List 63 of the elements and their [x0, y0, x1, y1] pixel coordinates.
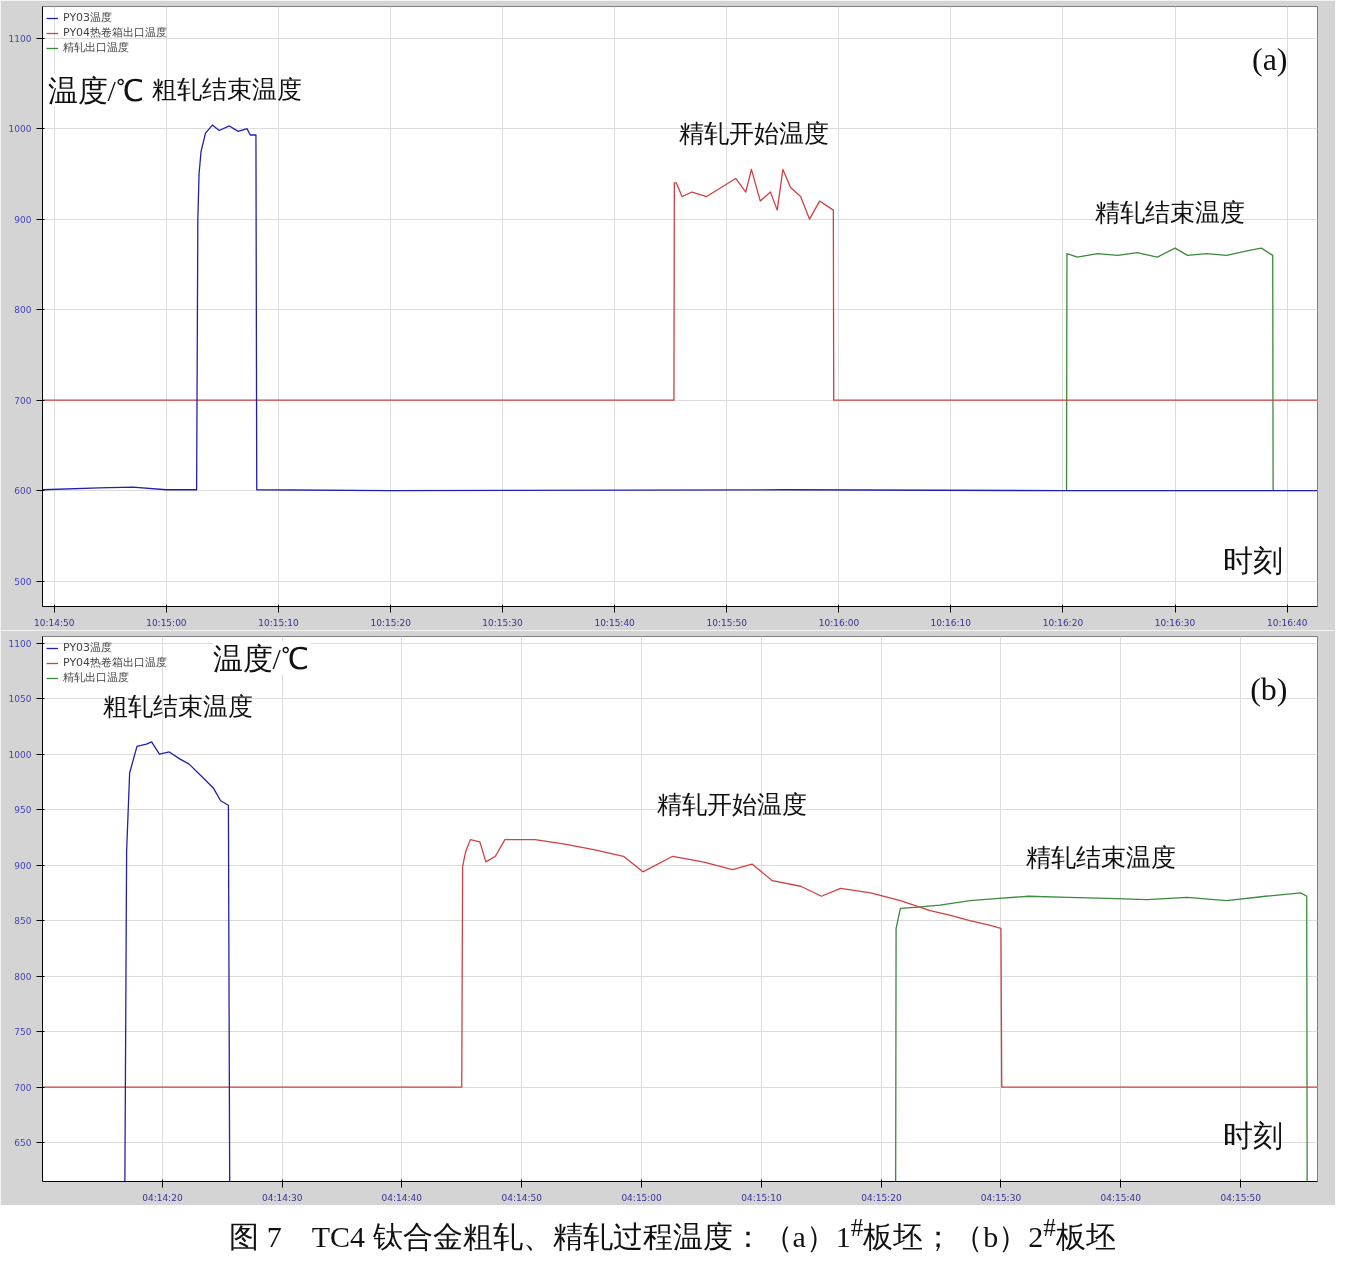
y-tick-label: 950 — [14, 805, 32, 816]
y-tick-label: 900 — [14, 214, 32, 225]
x-tick-label: 04:14:20 — [142, 1192, 183, 1203]
x-tick-label: 10:15:40 — [594, 617, 636, 628]
x-tick-label: 04:15:20 — [861, 1192, 902, 1203]
x-tick-label: 04:14:40 — [381, 1192, 423, 1203]
x-tick-label: 10:15:20 — [370, 617, 412, 628]
y-tick-label: 750 — [14, 1027, 32, 1038]
y-tick-label: 1000 — [8, 124, 32, 135]
line-series — [42, 168, 1318, 401]
x-tick-label: 10:16:10 — [930, 617, 972, 628]
annotation: 精轧开始温度 — [678, 120, 829, 148]
x-axis-title: 时刻 — [1222, 543, 1283, 577]
y-axis-title: 温度/℃ — [212, 641, 309, 675]
y-tick-label: 850 — [14, 916, 32, 927]
x-tick-label: 04:14:30 — [262, 1192, 303, 1203]
y-tick-label: 650 — [14, 1138, 32, 1149]
x-tick-label: 10:15:10 — [258, 617, 300, 628]
x-tick-label: 10:15:50 — [706, 617, 748, 628]
x-tick-label: 10:14:50 — [33, 617, 75, 628]
legend-label: PY04热卷箱出口温度 — [63, 25, 168, 40]
x-tick-label: 10:15:00 — [146, 617, 187, 628]
legend-label: 精轧出口温度 — [63, 40, 129, 55]
annotation: (b) — [1250, 670, 1288, 707]
line-series — [124, 741, 231, 1182]
legend-label: PY03温度 — [63, 10, 113, 25]
x-tick-label: 04:14:50 — [501, 1192, 543, 1203]
legend-label: 精轧出口温度 — [63, 670, 129, 685]
x-tick-label: 04:15:00 — [621, 1192, 663, 1203]
annotation: 精轧开始温度 — [656, 790, 807, 818]
legend-label: PY04热卷箱出口温度 — [63, 655, 168, 670]
y-tick-label: 1000 — [8, 749, 32, 760]
x-tick-label: 10:16:30 — [1154, 617, 1196, 628]
y-tick-label: 700 — [14, 395, 32, 406]
legend-label: PY03温度 — [63, 640, 113, 655]
annotation: 精轧结束温度 — [1094, 199, 1245, 227]
annotation: (a) — [1251, 40, 1288, 77]
x-tick-label: 10:16:00 — [818, 617, 860, 628]
annotation: 粗轧结束温度 — [102, 692, 253, 720]
x-tick-label: 04:15:10 — [741, 1192, 783, 1203]
x-tick-label: 10:16:20 — [1042, 617, 1084, 628]
x-tick-label: 04:15:50 — [1220, 1192, 1262, 1203]
y-tick-label: 800 — [14, 305, 32, 316]
y-axis-title: 温度/℃ — [47, 73, 144, 107]
x-tick-label: 04:15:30 — [980, 1192, 1022, 1203]
line-series — [1065, 247, 1274, 492]
line-series — [895, 892, 1308, 1182]
annotation: 精轧结束温度 — [1026, 843, 1177, 871]
y-tick-label: 1100 — [8, 638, 32, 649]
y-tick-label: 500 — [14, 576, 32, 587]
y-tick-label: 1050 — [8, 694, 32, 705]
line-series — [42, 838, 1318, 1088]
y-tick-label: 800 — [14, 971, 32, 982]
y-tick-label: 1100 — [8, 33, 32, 44]
x-axis-title: 时刻 — [1222, 1118, 1283, 1152]
annotation: 粗轧结束温度 — [151, 76, 302, 104]
x-tick-label: 10:16:40 — [1267, 617, 1308, 628]
x-tick-label: 10:15:30 — [482, 617, 523, 628]
caption: 图 7 TC4 钛合金粗轧、精轧过程温度：（a）1$^{#}$板坯；（b）2$^{#}$板坯 — [229, 1213, 1116, 1255]
y-tick-label: 600 — [14, 486, 32, 497]
y-tick-label: 700 — [14, 1082, 32, 1093]
y-tick-label: 900 — [14, 860, 32, 871]
x-tick-label: 04:15:40 — [1100, 1192, 1142, 1203]
